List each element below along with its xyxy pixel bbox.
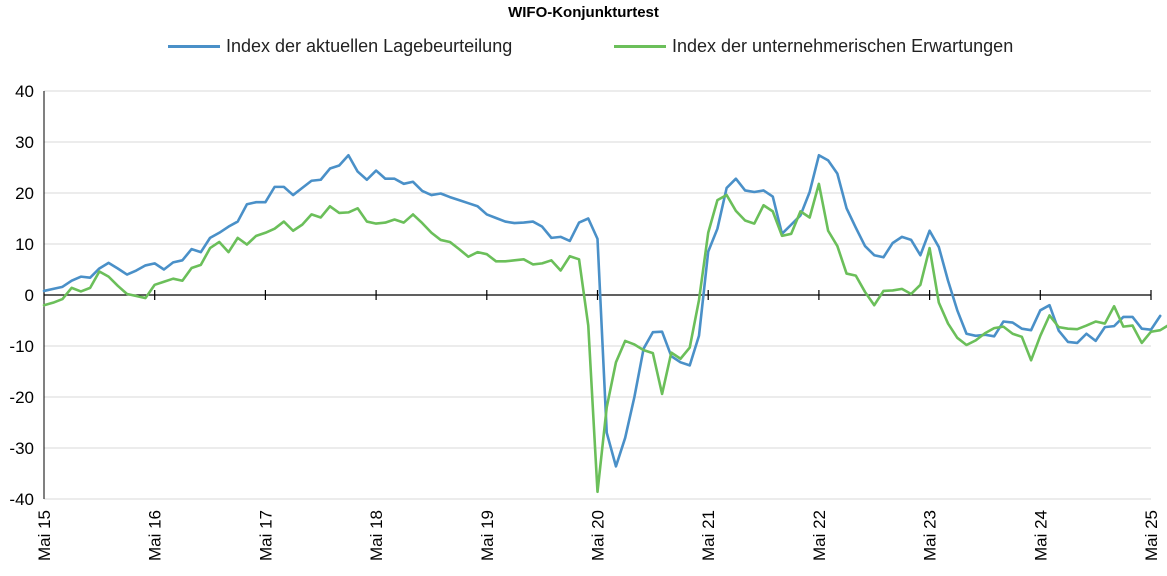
y-tick-label--30: -30: [9, 439, 34, 458]
legend-item-series-2: Index der unternehmerischen Erwartungen: [614, 36, 1013, 57]
x-tick-label-7: Mai 22: [810, 510, 829, 561]
y-tick-label--20: -20: [9, 388, 34, 407]
legend-swatch-series-1: [168, 45, 220, 48]
y-tick-label-20: 20: [15, 184, 34, 203]
x-tick-label-3: Mai 18: [367, 510, 386, 561]
x-tick-label-0: Mai 15: [35, 510, 54, 561]
y-tick-label-10: 10: [15, 235, 34, 254]
y-tick-label-40: 40: [15, 82, 34, 101]
y-tick-label-30: 30: [15, 133, 34, 152]
chart-title: WIFO-Konjunkturtest: [508, 4, 659, 21]
y-tick-label--10: -10: [9, 337, 34, 356]
series-line-2: [42, 182, 1167, 494]
legend: Index der aktuellen Lagebeurteilung Inde…: [0, 36, 1167, 62]
x-tick-label-6: Mai 21: [699, 510, 718, 561]
x-tick-label-10: Mai 25: [1142, 510, 1161, 561]
x-tick-label-2: Mai 17: [256, 510, 275, 561]
legend-item-series-1: Index der aktuellen Lagebeurteilung: [168, 36, 512, 57]
y-tick-label-0: 0: [25, 286, 34, 305]
legend-label-series-1: Index der aktuellen Lagebeurteilung: [226, 36, 513, 56]
x-tick-label-1: Mai 16: [146, 510, 165, 561]
y-tick-label--40: -40: [9, 490, 34, 509]
legend-swatch-series-2: [614, 45, 666, 48]
x-tick-label-9: Mai 24: [1031, 510, 1050, 561]
x-tick-label-4: Mai 19: [478, 510, 497, 561]
x-tick-label-8: Mai 23: [921, 510, 940, 561]
x-tick-label-5: Mai 20: [589, 510, 608, 561]
legend-label-series-2: Index der unternehmerischen Erwartungen: [672, 36, 1014, 56]
series-line-1: [42, 153, 1162, 468]
